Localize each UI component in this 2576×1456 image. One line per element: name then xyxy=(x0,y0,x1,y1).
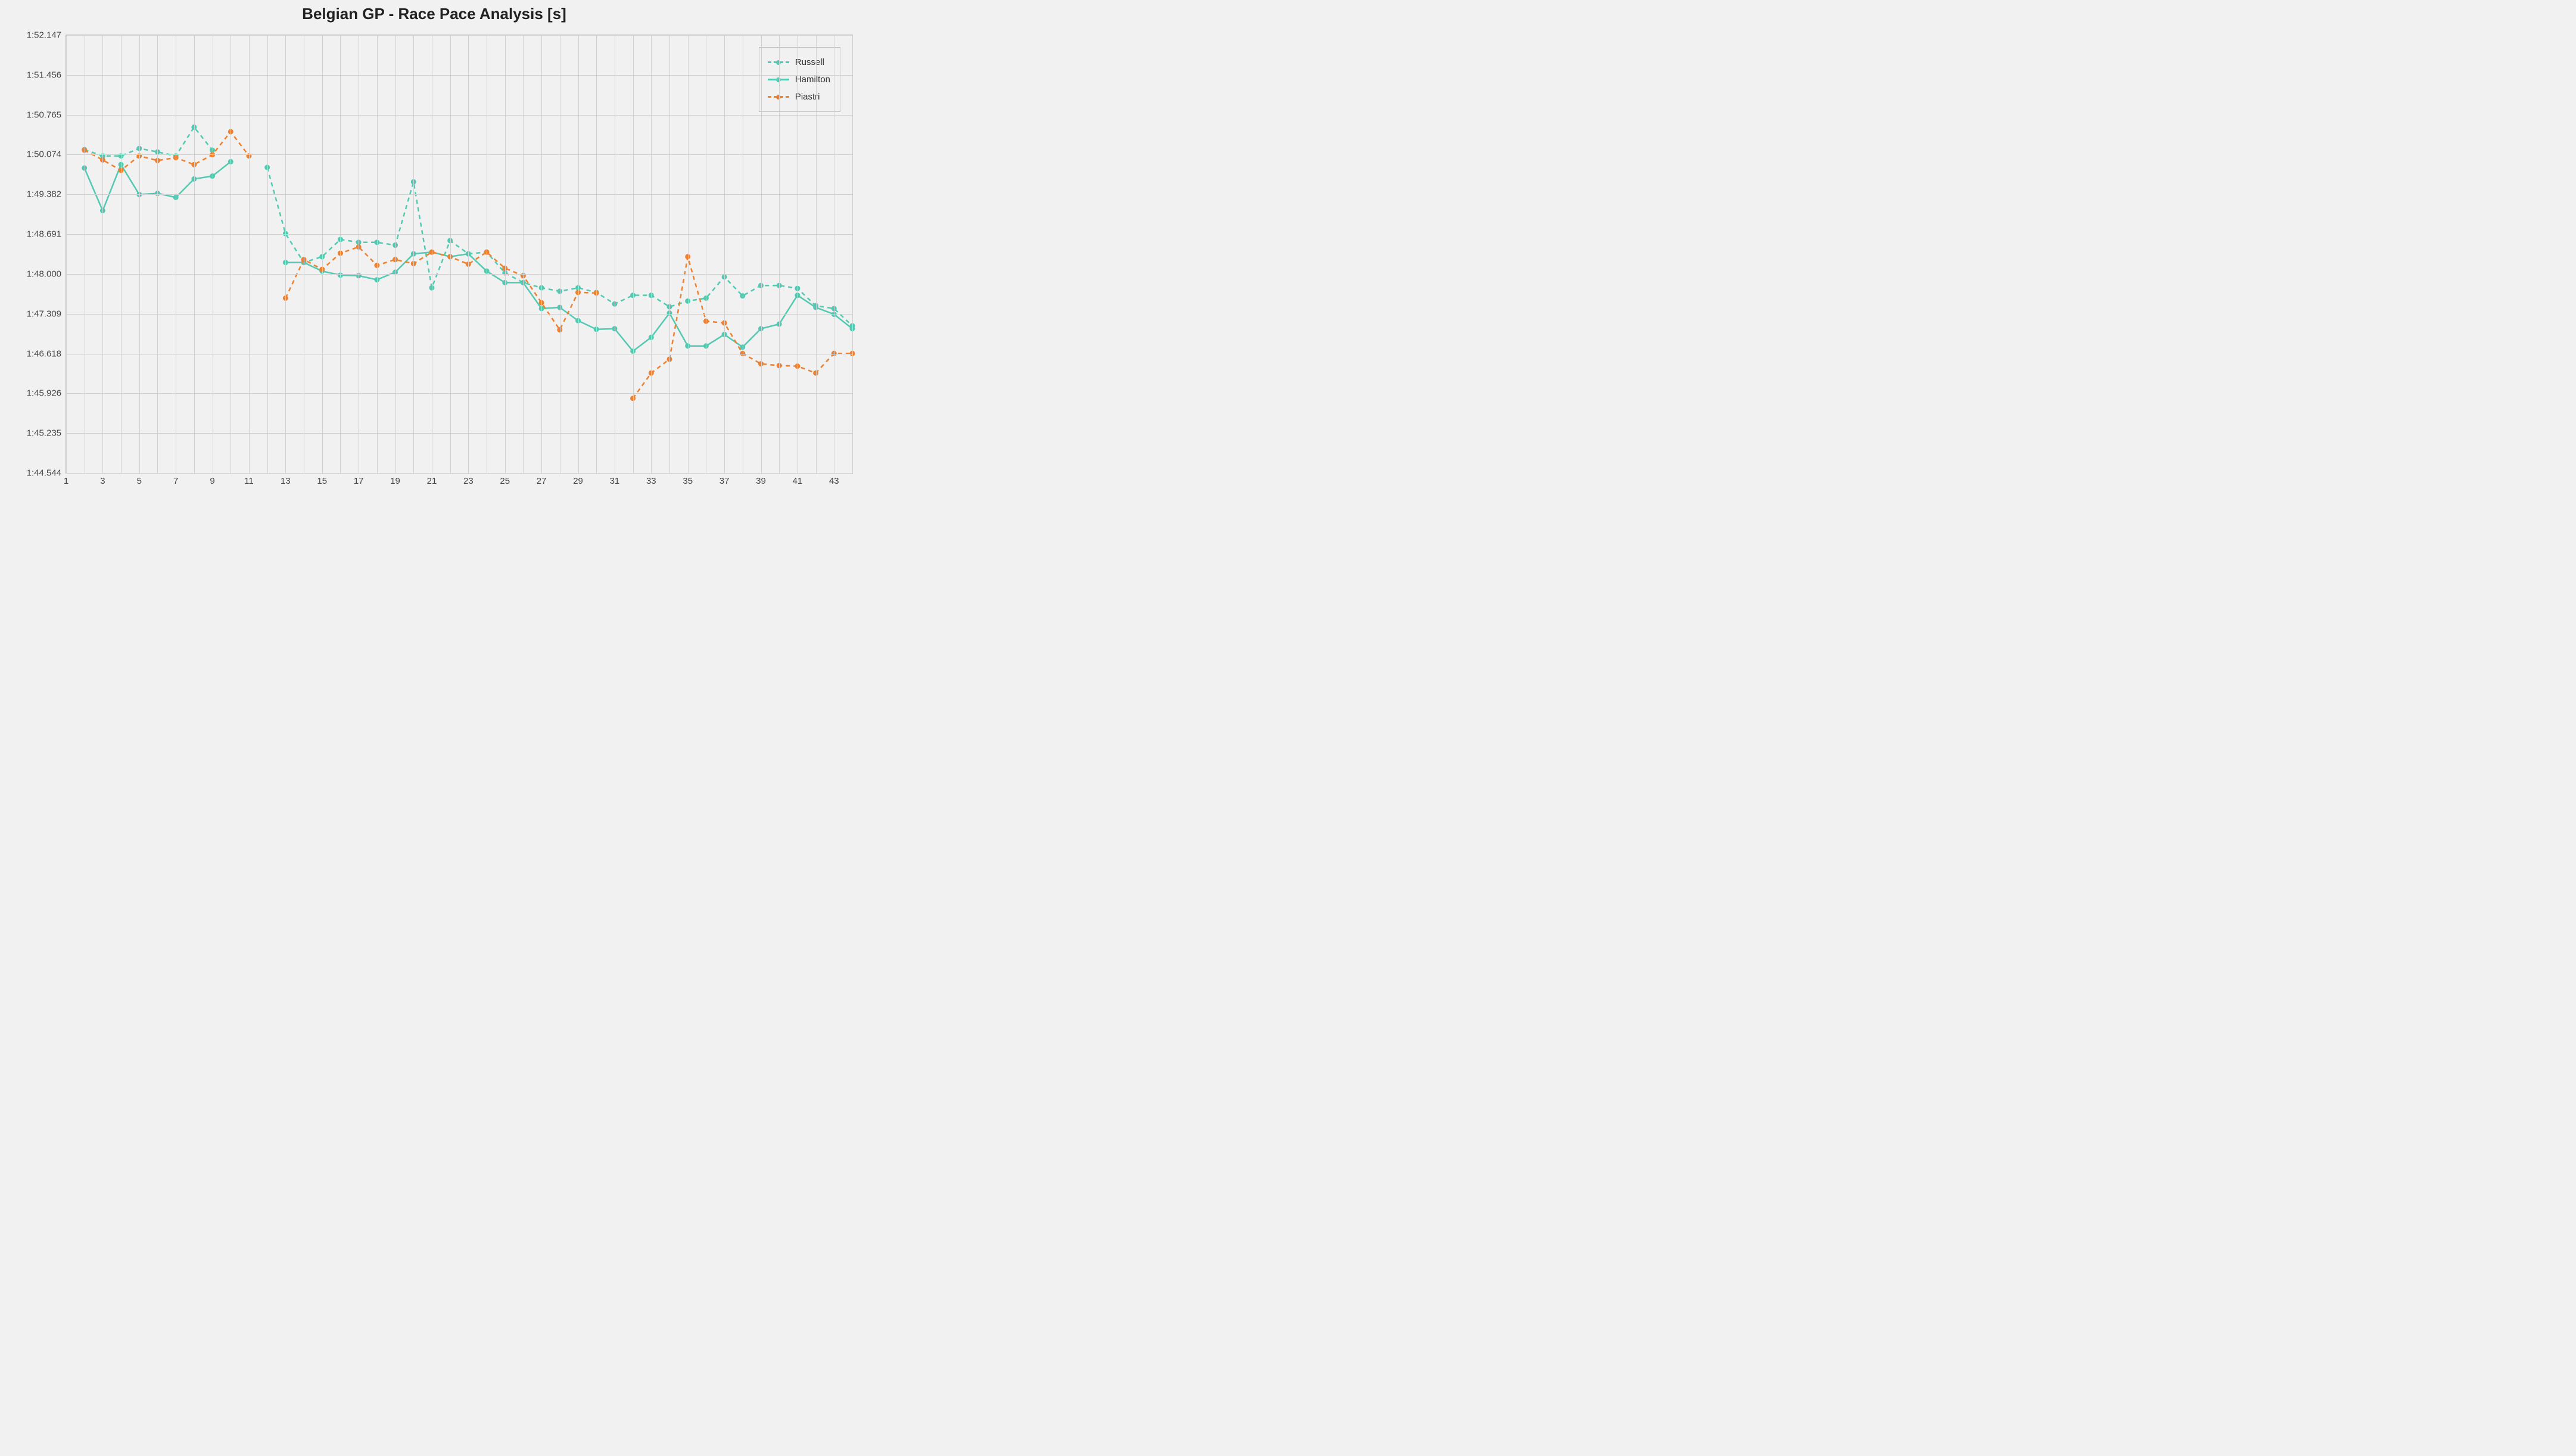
x-tick-label: 15 xyxy=(310,476,334,486)
pace-chart: Belgian GP - Race Pace Analysis [s] Russ… xyxy=(0,0,868,490)
x-tick-label: 9 xyxy=(201,476,225,486)
x-tick-label: 33 xyxy=(639,476,663,486)
x-tick-label: 27 xyxy=(529,476,553,486)
series-line-piastri xyxy=(285,247,596,329)
x-tick-label: 37 xyxy=(712,476,736,486)
chart-title: Belgian GP - Race Pace Analysis [s] xyxy=(0,5,868,23)
x-tick-label: 43 xyxy=(822,476,846,486)
legend-swatch-russell xyxy=(768,60,789,66)
y-tick-label: 1:52.147 xyxy=(2,30,61,41)
series-layer xyxy=(66,35,852,473)
legend-swatch-hamilton xyxy=(768,77,789,83)
x-tick-label: 35 xyxy=(676,476,700,486)
y-tick-label: 1:47.309 xyxy=(2,309,61,319)
y-tick-label: 1:45.926 xyxy=(2,388,61,399)
y-tick-label: 1:50.765 xyxy=(2,110,61,120)
legend-swatch-piastri xyxy=(768,94,789,100)
x-tick-label: 3 xyxy=(91,476,114,486)
legend-item-piastri: Piastri xyxy=(768,88,830,105)
y-tick-label: 1:51.456 xyxy=(2,70,61,80)
y-tick-label: 1:48.000 xyxy=(2,269,61,279)
legend-item-hamilton: Hamilton xyxy=(768,71,830,88)
y-tick-label: 1:50.074 xyxy=(2,150,61,160)
x-tick-label: 29 xyxy=(566,476,590,486)
legend-item-russell: Russell xyxy=(768,54,830,71)
x-tick-label: 17 xyxy=(347,476,370,486)
y-tick-label: 1:45.235 xyxy=(2,428,61,438)
x-tick-label: 25 xyxy=(493,476,517,486)
series-line-piastri xyxy=(85,132,249,170)
x-tick-label: 21 xyxy=(420,476,444,486)
legend-label-hamilton: Hamilton xyxy=(795,74,830,85)
x-tick-label: 5 xyxy=(127,476,151,486)
series-line-russell xyxy=(85,127,213,155)
x-tick-label: 19 xyxy=(384,476,407,486)
legend: Russell Hamilton Piastri xyxy=(759,47,840,112)
y-tick-label: 1:46.618 xyxy=(2,349,61,359)
legend-label-russell: Russell xyxy=(795,57,824,67)
x-tick-label: 11 xyxy=(237,476,261,486)
plot-area: Russell Hamilton Piastri 135791113151719… xyxy=(66,35,853,474)
x-tick-label: 41 xyxy=(786,476,809,486)
x-tick-label: 31 xyxy=(603,476,627,486)
y-tick-label: 1:49.382 xyxy=(2,189,61,200)
x-tick-label: 7 xyxy=(164,476,188,486)
x-tick-label: 39 xyxy=(749,476,773,486)
series-line-hamilton xyxy=(285,252,852,351)
y-tick-label: 1:44.544 xyxy=(2,468,61,478)
x-tick-label: 23 xyxy=(456,476,480,486)
y-tick-label: 1:48.691 xyxy=(2,229,61,239)
x-tick-label: 13 xyxy=(273,476,297,486)
